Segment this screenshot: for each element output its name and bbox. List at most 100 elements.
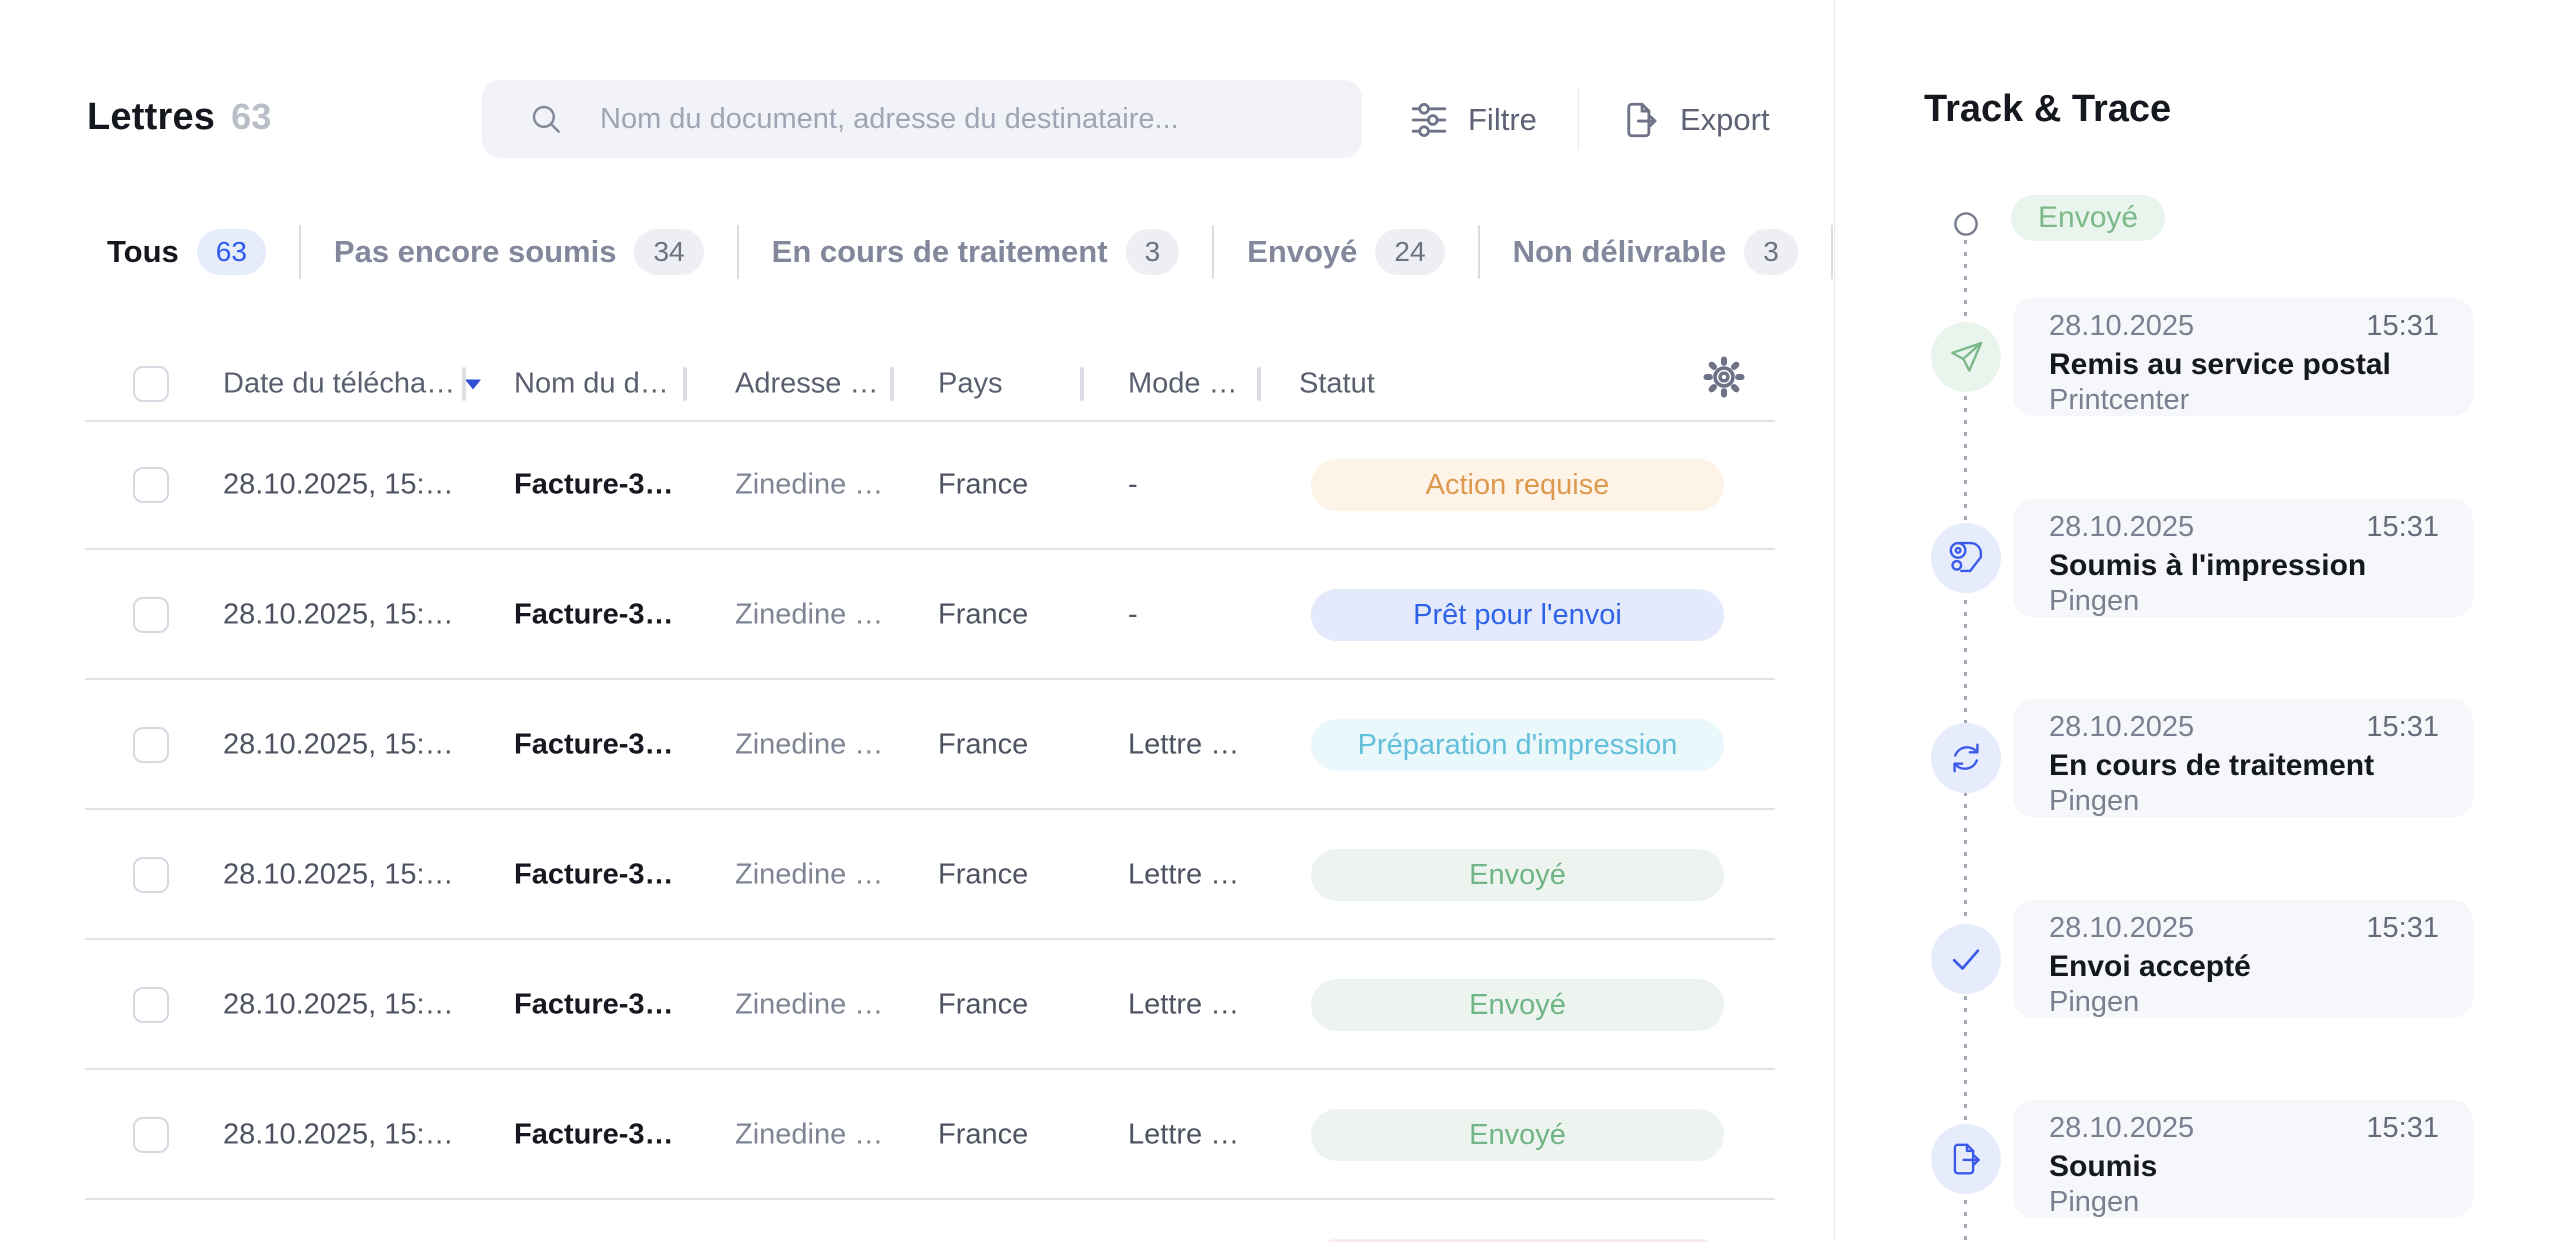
export-button[interactable]: Export — [1620, 92, 1770, 148]
search-icon — [532, 105, 560, 133]
row-divider — [85, 548, 1775, 550]
column-separator — [462, 367, 466, 401]
status-badge[interactable]: Préparation d'impression — [1311, 719, 1724, 771]
status-badge[interactable]: Envoyé — [1311, 1109, 1724, 1161]
column-header-date[interactable]: Date du télécha… — [223, 368, 482, 401]
timeline-event-card: 28.10.2025 15:31 En cours de traitement … — [2013, 699, 2473, 817]
tab-count-badge: 24 — [1375, 229, 1445, 275]
event-source: Pingen — [2049, 785, 2140, 817]
filter-button[interactable]: Filtre — [1408, 92, 1537, 148]
column-header-name[interactable]: Nom du d… — [514, 367, 669, 400]
status-tab[interactable]: Envoyé 24 — [1179, 225, 1445, 279]
status-badge[interactable]: Envoyé — [1311, 979, 1724, 1031]
cell-mode: Lettre … — [1128, 988, 1240, 1021]
row-divider — [85, 678, 1775, 680]
header-divider — [85, 420, 1775, 422]
event-title: Soumis — [2049, 1150, 2158, 1183]
page-title: Lettres 63 — [87, 96, 272, 139]
row-checkbox[interactable] — [133, 597, 169, 633]
column-header-country[interactable]: Pays — [938, 367, 1003, 400]
tab-label: En cours de traitement — [771, 234, 1108, 269]
table-body: 28.10.2025, 15:… Facture-3… Zinedine … F… — [0, 420, 1834, 1242]
status-tab[interactable]: Non délivrable 3 — [1445, 225, 1798, 279]
status-tab[interactable]: En cours de traitement 3 — [704, 225, 1180, 279]
cell-recipient-address: Zinedine … — [735, 598, 884, 631]
cell-recipient-address: Zinedine … — [735, 468, 884, 501]
column-separator — [890, 367, 894, 401]
event-date: 28.10.2025 — [2049, 911, 2195, 944]
search-bar[interactable] — [482, 80, 1362, 158]
table-row[interactable]: 28.10.2025, 15:… Facture-3… Zinedine … F… — [0, 1200, 1834, 1242]
event-title: En cours de traitement — [2049, 749, 2375, 782]
document-export-icon — [1627, 102, 1657, 138]
column-separator — [683, 367, 687, 401]
tab-label: Non délivrable — [1512, 234, 1727, 269]
sync-arrows-icon — [1953, 743, 1979, 773]
timeline-event-icon — [1931, 322, 2001, 392]
cell-mode: - — [1128, 468, 1138, 501]
event-source: Pingen — [2049, 584, 2140, 617]
select-all-checkbox[interactable] — [133, 366, 169, 402]
cell-mode: Lettre … — [1128, 728, 1240, 761]
shipment-status-badge: Envoyé — [2011, 195, 2166, 241]
cell-country: France — [938, 858, 1029, 891]
event-date: 28.10.2025 — [2049, 310, 2195, 342]
timeline-event: 28.10.2025 15:31 En cours de traitement … — [1835, 699, 2572, 817]
status-badge[interactable]: Prêt pour l'envoi — [1311, 589, 1724, 641]
table-row[interactable]: 28.10.2025, 15:… Facture-3… Zinedine … F… — [0, 550, 1834, 680]
status-tab[interactable]: Pas encore soumis 34 — [266, 225, 704, 279]
timeline-event: 28.10.2025 15:31 Soumis Pingen — [1835, 1100, 2572, 1218]
table-row[interactable]: 28.10.2025, 15:… Facture-3… Zinedine … F… — [0, 420, 1834, 550]
sort-desc-icon — [465, 379, 482, 389]
cell-country: France — [938, 1118, 1029, 1151]
row-checkbox[interactable] — [133, 727, 169, 763]
table-row[interactable]: 28.10.2025, 15:… Facture-3… Zinedine … F… — [0, 1070, 1834, 1200]
row-checkbox[interactable] — [133, 1117, 169, 1153]
paper-plane-icon — [1951, 341, 1983, 372]
event-time: 15:31 — [2366, 711, 2439, 743]
search-input[interactable] — [598, 101, 1332, 137]
status-badge[interactable]: Action requise — [1311, 459, 1724, 511]
table-row[interactable]: 28.10.2025, 15:… Facture-3… Zinedine … F… — [0, 680, 1834, 810]
cell-upload-date: 28.10.2025, 15:… — [223, 1118, 454, 1151]
timeline-event-card: 28.10.2025 15:31 Soumis à l'impression P… — [2013, 498, 2473, 617]
cell-document-name: Facture-3… — [514, 988, 674, 1021]
table-settings-gear-icon[interactable] — [1700, 353, 1748, 401]
event-time: 15:31 — [2366, 310, 2439, 342]
column-separator — [1257, 367, 1261, 401]
timeline-event: 28.10.2025 15:31 Remis au service postal… — [1835, 298, 2572, 416]
track-trace-title: Track & Trace — [1924, 88, 2172, 130]
cell-country: France — [938, 598, 1029, 631]
event-time: 15:31 — [2366, 911, 2439, 944]
status-tab[interactable]: Tous 63 — [107, 229, 266, 275]
status-badge[interactable]: Envoyé — [1311, 849, 1724, 901]
print-rollers-icon — [1949, 541, 1983, 572]
status-badge[interactable]: Non délivrable — [1311, 1239, 1724, 1242]
export-button-label: Export — [1680, 102, 1770, 137]
event-source: Pingen — [2049, 1186, 2140, 1218]
cell-document-name: Facture-3… — [514, 598, 674, 631]
track-trace-panel: Track & Trace Envoyé — [1834, 0, 2572, 1242]
timeline-event: 28.10.2025 15:31 Soumis à l'impression P… — [1835, 498, 2572, 617]
status-tab[interactable]: E — [1798, 225, 1834, 279]
event-title: Envoi accepté — [2049, 949, 2251, 983]
column-header-status[interactable]: Statut — [1299, 367, 1375, 400]
cell-upload-date: 28.10.2025, 15:… — [223, 468, 454, 501]
tab-label: Envoyé — [1247, 234, 1358, 269]
event-title: Remis au service postal — [2049, 348, 2391, 381]
column-header-address[interactable]: Adresse … — [735, 367, 879, 400]
column-header-mode[interactable]: Mode … — [1128, 367, 1238, 400]
table-row[interactable]: 28.10.2025, 15:… Facture-3… Zinedine … F… — [0, 810, 1834, 940]
row-checkbox[interactable] — [133, 857, 169, 893]
checkmark-icon — [1952, 948, 1980, 970]
event-source: Pingen — [2049, 985, 2140, 1018]
tab-count-badge: 3 — [1744, 229, 1798, 275]
tab-label: Tous — [107, 234, 179, 269]
event-date: 28.10.2025 — [2049, 510, 2195, 543]
filter-sliders-icon — [1411, 103, 1447, 137]
row-checkbox[interactable] — [133, 467, 169, 503]
timeline-event-icon — [1931, 723, 2001, 793]
row-checkbox[interactable] — [133, 987, 169, 1023]
table-row[interactable]: 28.10.2025, 15:… Facture-3… Zinedine … F… — [0, 940, 1834, 1070]
status-tabs: Tous 63 Pas encore soumis 34 En cours de… — [0, 220, 1834, 284]
